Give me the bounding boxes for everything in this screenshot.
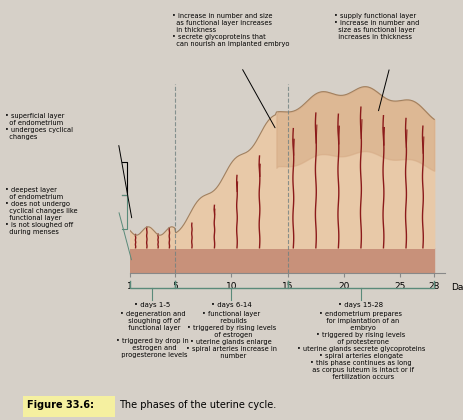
Text: • degeneration and
  sloughing off of
  functional layer: • degeneration and sloughing off of func…: [119, 311, 185, 331]
Text: • deepest layer
  of endometrium
• does not undergo
  cyclical changes like
  fu: • deepest layer of endometrium • does no…: [5, 187, 77, 235]
FancyBboxPatch shape: [23, 396, 115, 417]
Text: • functional layer
  rebuilds
• triggered by rising levels
  of estrogen
• uteri: • functional layer rebuilds • triggered …: [186, 311, 276, 359]
Text: • triggered by drop in
  estrogen and
  progesterone levels: • triggered by drop in estrogen and prog…: [116, 338, 188, 358]
Text: • days 6-14: • days 6-14: [211, 302, 251, 307]
Text: The phases of the uterine cycle.: The phases of the uterine cycle.: [119, 400, 276, 410]
Text: • increase in number and size
  as functional layer increases
  in thickness
• s: • increase in number and size as functio…: [171, 13, 288, 47]
Text: • supply functional layer
• increase in number and
  size as functional layer
  : • supply functional layer • increase in …: [333, 13, 419, 39]
Text: • days 1-5: • days 1-5: [134, 302, 170, 307]
Text: Figure 33.6:: Figure 33.6:: [27, 400, 94, 410]
Text: Days: Days: [450, 284, 463, 292]
Text: • endometrium prepares
  for implantation of an
  embryo
• triggered by rising l: • endometrium prepares for implantation …: [296, 311, 424, 380]
Text: • days 15-28: • days 15-28: [338, 302, 382, 307]
Text: • superficial layer
  of endometrium
• undergoes cyclical
  changes: • superficial layer of endometrium • und…: [5, 113, 73, 140]
